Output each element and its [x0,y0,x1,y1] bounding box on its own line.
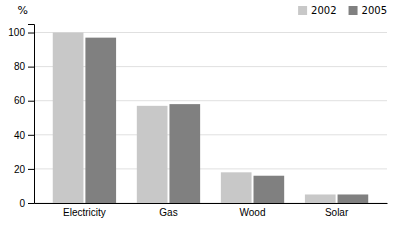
tick: 100 [8,27,34,38]
bars [53,33,368,203]
grid [34,33,387,203]
bar [53,33,84,203]
axis-line [28,25,35,204]
tick-label: 20 [14,164,26,175]
legend-label: 2002 [311,5,336,16]
tick-label: 100 [8,27,25,38]
tick: 40 [14,130,34,141]
grid-line [34,32,387,33]
tick-mark [28,67,34,68]
tick-label: 40 [14,130,26,141]
legend: 2002 2005 [298,5,387,16]
bar [221,172,252,203]
tick-mark [28,203,34,204]
x-axis: Electricity Gas Wood Solar [35,204,388,219]
y-axis-label: % [18,4,28,17]
tick-label: 60 [14,95,26,106]
tick: 0 [19,198,34,209]
tick-mark [28,33,34,34]
tick-label: Gas [159,207,177,218]
legend-swatch [298,6,307,15]
tick-mark [28,101,34,102]
tick-label: Solar [325,207,349,218]
legend-swatch [349,6,358,15]
axis-line [35,203,388,204]
tick: 20 [14,164,34,175]
bar [169,104,200,203]
y-axis: 0 20 40 60 80 100 [8,25,34,209]
legend-item: 2002 [298,5,336,16]
tick: 80 [14,61,34,72]
tick: Gas [159,207,177,218]
bar [338,194,369,203]
bar [254,176,285,203]
legend-label: 2005 [362,5,387,16]
chart: 0 20 40 60 80 100 Electricity Gas Wood Solar% 2002… [0,0,397,227]
plot: 0 20 40 60 80 100 Electricity Gas Wood Solar [8,25,387,219]
bar [137,106,168,203]
tick-label: 0 [19,198,25,209]
tick-mark [28,169,34,170]
tick-label: Electricity [63,207,106,218]
bar-series [85,38,368,203]
tick-label: Wood [240,207,266,218]
bar [305,194,336,203]
tick: Wood [240,207,266,218]
bar [85,38,116,203]
tick: Electricity [63,207,106,218]
bar-series [53,33,336,203]
tick-label: 80 [14,61,26,72]
tick-mark [28,135,34,136]
tick: Solar [325,207,349,218]
legend-item: 2005 [349,5,387,16]
tick: 60 [14,95,34,106]
